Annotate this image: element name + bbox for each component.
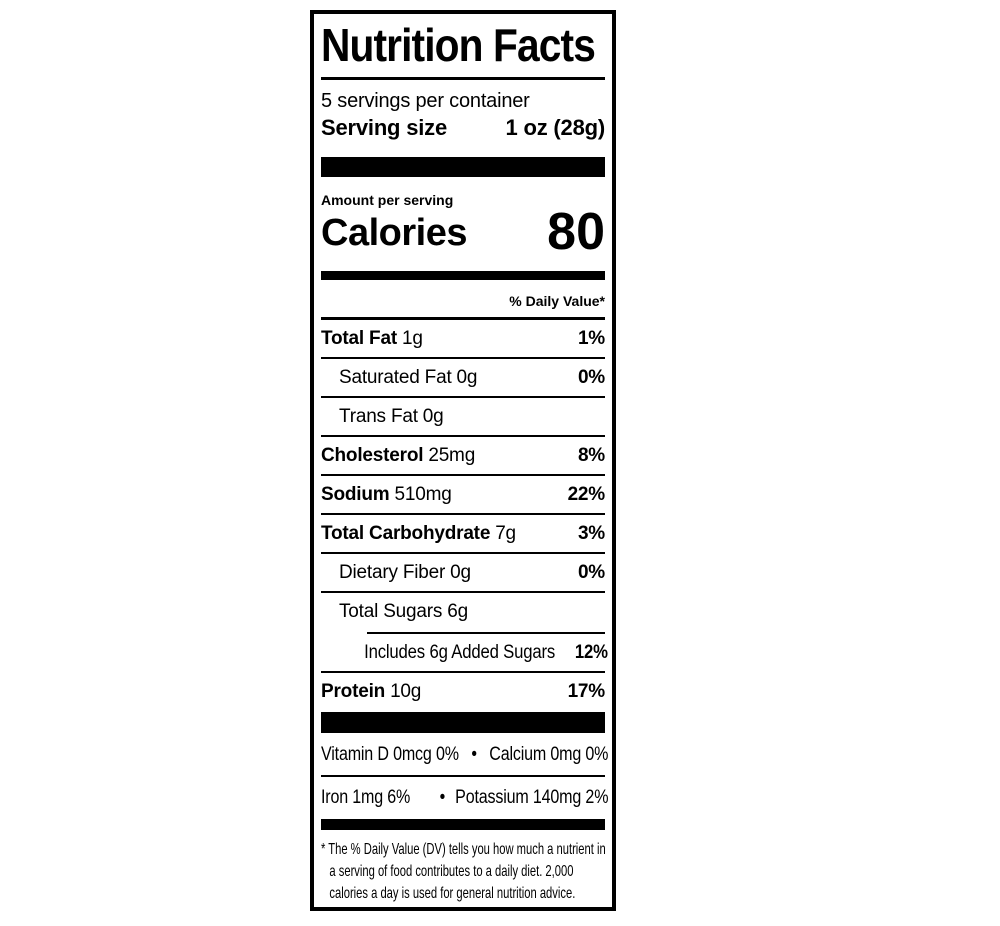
medium-separator — [321, 271, 605, 280]
serving-size-value: 1 oz (28g) — [505, 115, 606, 140]
thick-separator-top — [321, 157, 605, 177]
nutrient-name-amount: Cholesterol 25mg — [321, 444, 475, 468]
label-title: Nutrition Facts — [321, 19, 596, 71]
vitamin-row-2: Iron 1mg 6% • Potassium 140mg 2% — [321, 777, 608, 819]
nutrient-name: Total Carbohydrate — [321, 522, 491, 544]
nutrient-name-amount: Saturated Fat 0g — [339, 366, 477, 390]
daily-value-rule — [321, 317, 605, 320]
nutrient-row-total-fat: Total Fat 1g 1% — [321, 320, 605, 359]
serving-size-label: Serving size — [321, 115, 447, 140]
iron-value: Iron 1mg 6% — [321, 786, 411, 808]
nutrient-row-added-sugars: Includes 6g Added Sugars 12% — [321, 634, 608, 673]
nutrient-dv: 22% — [567, 483, 606, 505]
added-sugars-indented-rule — [367, 631, 605, 634]
potassium-group: • Potassium 140mg 2% — [440, 786, 609, 810]
nutrient-row-total-sugars: Total Sugars 6g — [321, 593, 605, 632]
calories-row: Calories 80 — [321, 203, 605, 261]
nutrient-name-amount: Dietary Fiber 0g — [339, 561, 471, 585]
nutrient-amount: 10g — [390, 680, 422, 702]
calories-label: Calories — [321, 212, 467, 254]
serving-size-row: Serving size 1 oz (28g) — [321, 113, 605, 142]
nutrient-row-dietary-fiber: Dietary Fiber 0g 0% — [321, 554, 605, 593]
nutrient-amount: 0g — [450, 561, 471, 583]
added-sugars-content: Includes 6g Added Sugars 12% — [321, 634, 608, 671]
footnote: * The % Daily Value (DV) tells you how m… — [321, 839, 608, 905]
nutrient-amount: 0g — [456, 366, 478, 388]
nutrient-name: Saturated Fat — [339, 366, 452, 388]
nutrient-name-amount: Sodium 510mg — [321, 483, 452, 507]
nutrient-amount: 510mg — [394, 483, 452, 505]
nutrient-name-amount: Total Sugars 6g — [339, 600, 468, 624]
nutrient-row-sodium: Sodium 510mg 22% — [321, 476, 605, 515]
nutrient-name: Dietary Fiber — [339, 561, 446, 583]
nutrient-row-saturated-fat: Saturated Fat 0g 0% — [321, 359, 605, 398]
daily-value-header: % Daily Value* — [509, 293, 605, 309]
nutrient-name: Sodium — [321, 483, 390, 505]
nutrient-amount: 0g — [422, 405, 444, 427]
nutrient-dv: 3% — [577, 522, 605, 544]
nutrient-dv: 17% — [567, 680, 606, 702]
nutrient-name: Trans Fat — [339, 405, 418, 427]
nutrient-amount: 25mg — [428, 444, 476, 466]
thick-separator-footnote — [321, 818, 605, 830]
nutrient-dv: 8% — [577, 444, 605, 466]
nutrient-amount: 1g — [401, 327, 423, 349]
label-title-row: Nutrition Facts — [321, 18, 605, 72]
nutrient-row-trans-fat: Trans Fat 0g — [321, 398, 605, 437]
nutrient-name: Cholesterol — [321, 444, 424, 466]
potassium-value: Potassium 140mg 2% — [455, 786, 609, 808]
calories-value: 80 — [547, 203, 605, 261]
amount-per-serving-label: Amount per serving — [321, 192, 454, 208]
title-rule — [321, 77, 605, 80]
vitamin-d-value: Vitamin D 0mcg 0% — [321, 743, 459, 765]
bullet-icon: • — [439, 786, 446, 808]
nutrition-facts-label: Nutrition Facts 5 servings per container… — [310, 10, 616, 911]
vitamin-row-2-content: Iron 1mg 6% • Potassium 140mg 2% — [321, 777, 608, 819]
vitamin-row-1: Vitamin D 0mcg 0% • Calcium 0mg 0% — [321, 733, 608, 777]
nutrient-dv: 0% — [577, 561, 605, 583]
footnote-section: * The % Daily Value (DV) tells you how m… — [321, 839, 608, 905]
nutrient-name: Total Fat — [321, 327, 397, 349]
nutrient-amount: 6g — [447, 600, 468, 622]
nutrient-name-amount: Total Carbohydrate 7g — [321, 522, 516, 546]
bullet-icon: • — [471, 743, 477, 765]
nutrient-row-cholesterol: Cholesterol 25mg 8% — [321, 437, 605, 476]
vitamin-row-1-content: Vitamin D 0mcg 0% • Calcium 0mg 0% — [321, 733, 608, 775]
nutrient-amount: 7g — [495, 522, 516, 544]
nutrient-name-amount: Total Fat 1g — [321, 327, 423, 351]
nutrient-dv: 0% — [577, 366, 605, 388]
nutrient-name: Protein — [321, 680, 386, 702]
nutrient-name: Includes 6g Added Sugars — [364, 641, 556, 663]
nutrient-dv: 12% — [574, 641, 608, 663]
nutrient-row-protein: Protein 10g 17% — [321, 673, 605, 712]
nutrient-name-amount: Protein 10g — [321, 680, 421, 704]
footnote-text: The % Daily Value (DV) tells you how muc… — [328, 840, 606, 902]
nutrient-dv: 1% — [577, 327, 605, 349]
servings-per-container: 5 servings per container — [321, 90, 530, 112]
calcium-value: Calcium 0mg 0% — [489, 743, 609, 765]
nutrient-name-amount: Trans Fat 0g — [339, 405, 444, 429]
nutrient-name: Total Sugars — [339, 600, 443, 622]
footnote-asterisk: * — [321, 840, 326, 858]
thick-separator-vitamins — [321, 711, 605, 733]
nutrient-row-total-carbohydrate: Total Carbohydrate 7g 3% — [321, 515, 605, 554]
